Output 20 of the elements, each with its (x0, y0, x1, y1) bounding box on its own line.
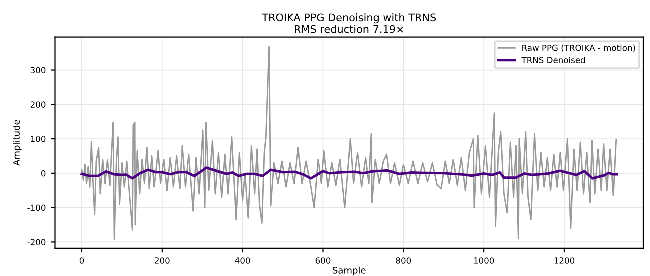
y-tick-label: -200 (28, 239, 46, 246)
legend-label: TRNS Denoised (522, 56, 586, 64)
y-axis-title: Amplitude (13, 120, 22, 166)
x-tick-label: 1000 (474, 258, 494, 264)
x-tick-label: 600 (316, 258, 331, 264)
x-tick-label: 0 (80, 258, 84, 264)
y-tick-label: -100 (28, 204, 46, 212)
legend-label: Raw PPG (TROIKA - motion) (522, 44, 636, 52)
x-tick-label: 200 (155, 258, 170, 264)
x-tick-label: 1200 (554, 258, 575, 264)
line-series (80, 166, 618, 180)
y-tick-label: 0 (41, 170, 46, 177)
chart-title: TROIKA PPG Denoising with TRNS (262, 14, 436, 24)
x-tick-label: 400 (235, 258, 250, 264)
y-tick-label: 300 (30, 67, 46, 74)
y-tick-label: 100 (31, 136, 46, 142)
x-axis-title: Sample (333, 266, 366, 276)
y-tick-label: 200 (30, 102, 46, 108)
chart-subtitle: RMS reduction 7.19× (295, 25, 404, 34)
x-tick-label: 800 (396, 258, 412, 264)
